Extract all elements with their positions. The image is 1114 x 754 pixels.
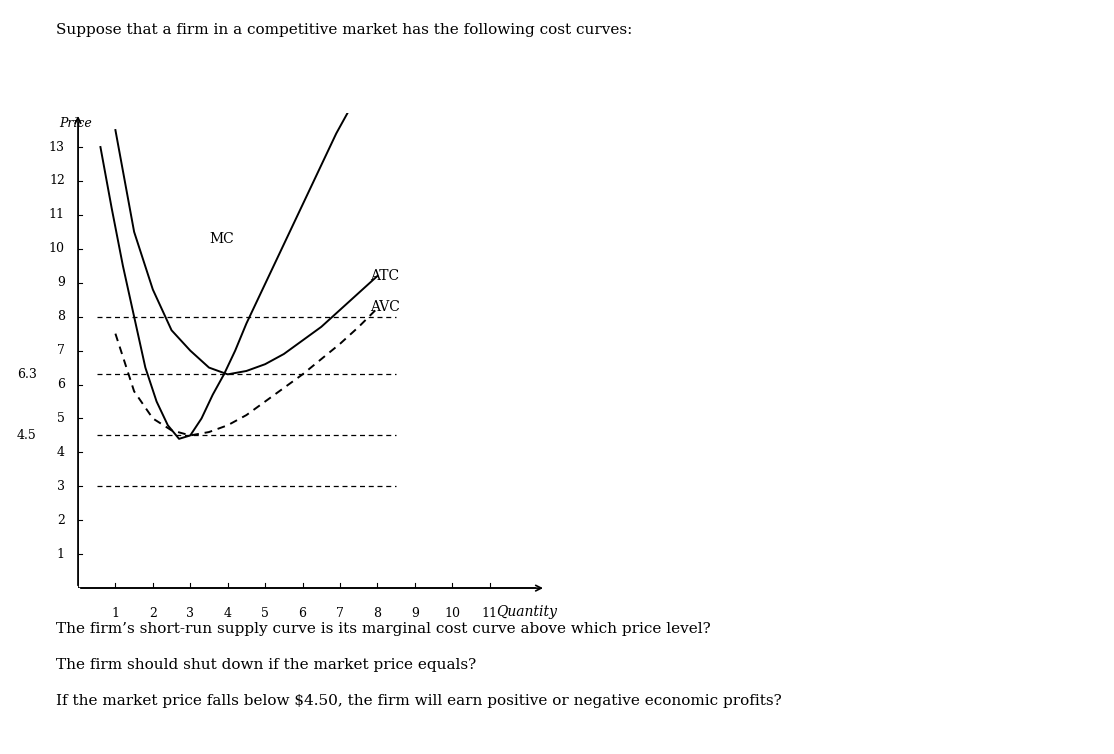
Text: 2: 2 [149,607,157,620]
Text: 6: 6 [299,607,306,620]
Text: 12: 12 [49,174,65,188]
Text: 4: 4 [57,446,65,459]
Text: Quantity: Quantity [497,605,558,619]
Text: 6: 6 [57,378,65,391]
Text: 7: 7 [336,607,344,620]
Text: ATC: ATC [370,269,399,283]
Text: Price: Price [59,117,92,130]
Text: 6.3: 6.3 [17,368,37,381]
Text: 1: 1 [57,547,65,561]
Text: 4.5: 4.5 [17,429,37,442]
Text: Suppose that a firm in a competitive market has the following cost curves:: Suppose that a firm in a competitive mar… [56,23,632,37]
Text: If the market price falls below $4.50, the firm will earn positive or negative e: If the market price falls below $4.50, t… [56,694,781,709]
Text: 11: 11 [481,607,498,620]
Text: 2: 2 [57,513,65,527]
Text: 9: 9 [411,607,419,620]
Text: The firm’s short-run supply curve is its marginal cost curve above which price l: The firm’s short-run supply curve is its… [56,622,711,636]
Text: 4: 4 [224,607,232,620]
Text: 10: 10 [49,242,65,256]
Text: 1: 1 [111,607,119,620]
Text: 5: 5 [261,607,270,620]
Text: 11: 11 [49,208,65,222]
Text: 3: 3 [186,607,194,620]
Text: 7: 7 [57,344,65,357]
Text: 9: 9 [57,276,65,290]
Text: 8: 8 [373,607,381,620]
Text: 13: 13 [49,140,65,154]
Text: AVC: AVC [370,299,400,314]
Text: 8: 8 [57,310,65,323]
Text: 10: 10 [444,607,460,620]
Text: The firm should shut down if the market price equals?: The firm should shut down if the market … [56,658,476,673]
Text: MC: MC [209,231,234,246]
Text: 3: 3 [57,480,65,493]
Text: 5: 5 [57,412,65,425]
